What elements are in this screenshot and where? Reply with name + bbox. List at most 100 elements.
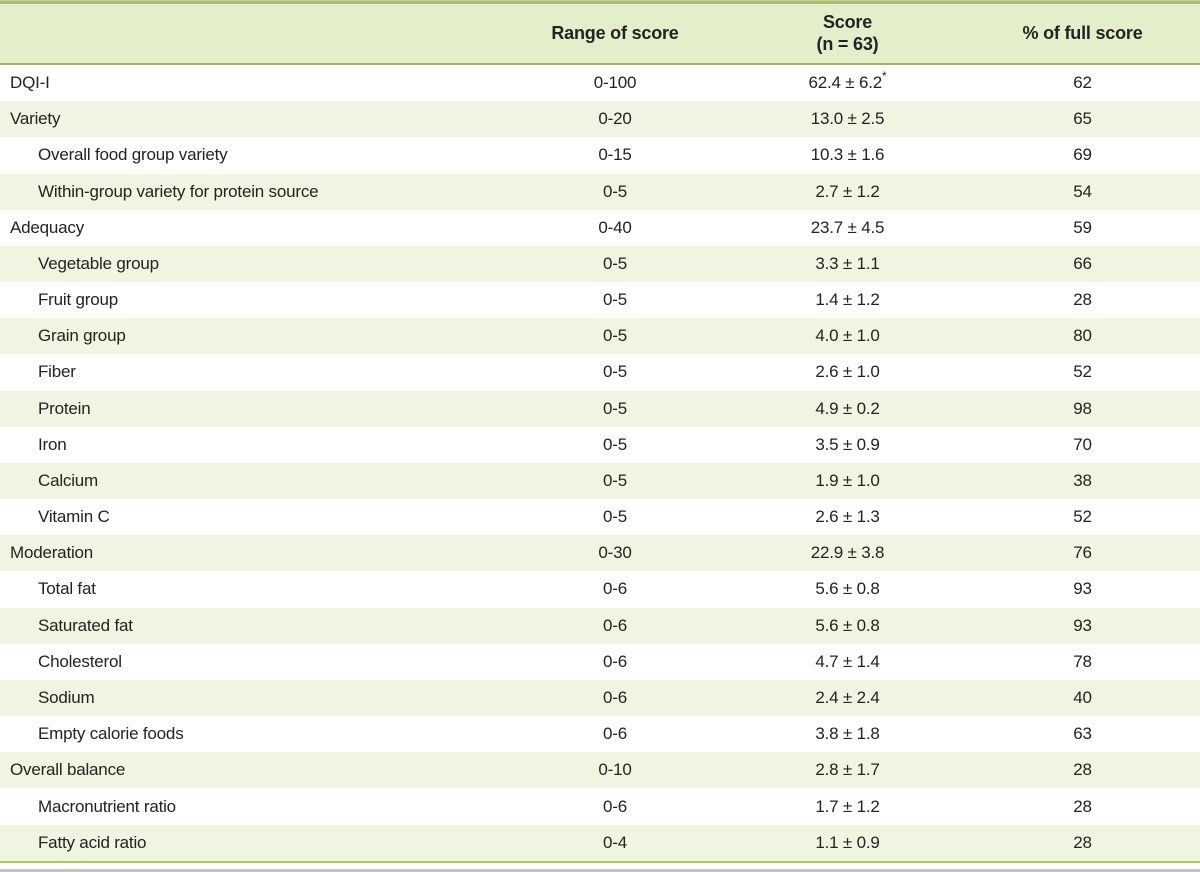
row-score-cell: 1.9 ± 1.0 xyxy=(730,471,965,491)
row-score-value: 3.3 ± 1.1 xyxy=(815,253,880,273)
row-score-value: 3.8 ± 1.8 xyxy=(815,724,880,744)
table-row: Variety 0-20 13.0 ± 2.5 65 xyxy=(0,101,1200,138)
row-label: Fruit group xyxy=(38,290,119,310)
header-divider-line xyxy=(0,63,1200,65)
row-score-cell: 2.4 ± 2.4 xyxy=(730,688,965,708)
table-row: Cholesterol 0-6 4.7 ± 1.4 78 xyxy=(0,643,1200,680)
top-edge-line xyxy=(0,0,1200,1)
row-label: Variety xyxy=(10,109,61,129)
row-label: Macronutrient ratio xyxy=(38,796,176,816)
table-row: Fatty acid ratio 0-4 1.1 ± 0.9 28 xyxy=(0,824,1200,861)
row-range: 0-6 xyxy=(603,579,627,599)
row-percent: 76 xyxy=(1073,543,1092,563)
table-row: Protein 0-5 4.9 ± 0.2 98 xyxy=(0,390,1200,427)
row-score-cell: 62.4 ± 6.2* xyxy=(730,70,965,93)
row-label: Total fat xyxy=(38,579,96,599)
row-label: Vegetable group xyxy=(38,253,159,273)
row-label: Iron xyxy=(38,434,67,454)
row-score-cell: 4.0 ± 1.0 xyxy=(730,326,965,346)
bottom-margin xyxy=(0,863,1200,869)
row-range: 0-6 xyxy=(603,796,627,816)
row-label: Calcium xyxy=(38,470,99,490)
row-percent: 28 xyxy=(1073,290,1092,310)
row-percent: 52 xyxy=(1073,362,1092,382)
row-score-cell: 1.7 ± 1.2 xyxy=(730,797,965,817)
row-percent: 93 xyxy=(1073,615,1092,635)
row-score-value: 22.9 ± 3.8 xyxy=(810,543,885,563)
row-label: Fatty acid ratio xyxy=(38,832,147,852)
table-row: Grain group 0-5 4.0 ± 1.0 80 xyxy=(0,318,1200,355)
row-score-value: 4.0 ± 1.0 xyxy=(815,326,880,346)
row-percent: 28 xyxy=(1073,796,1092,816)
table-row: Fiber 0-5 2.6 ± 1.0 52 xyxy=(0,354,1200,391)
row-score-cell: 4.9 ± 0.2 xyxy=(730,399,965,419)
row-range: 0-5 xyxy=(603,326,627,346)
row-percent: 98 xyxy=(1073,398,1092,418)
table-row: Fruit group 0-5 1.4 ± 1.2 28 xyxy=(0,282,1200,319)
bottom-edge-line xyxy=(0,869,1200,872)
row-label: Protein xyxy=(38,398,91,418)
row-percent: 40 xyxy=(1073,688,1092,707)
row-score-cell: 1.1 ± 0.9 xyxy=(730,833,965,853)
row-score-value: 62.4 ± 6.2 xyxy=(808,73,883,93)
table-bottom-border xyxy=(0,861,1200,863)
row-percent: 54 xyxy=(1073,181,1092,201)
row-range: 0-6 xyxy=(603,688,627,707)
table-row: Within-group variety for protein source … xyxy=(0,173,1200,210)
table-row: Empty calorie foods 0-6 3.8 ± 1.8 63 xyxy=(0,716,1200,753)
row-percent: 69 xyxy=(1073,145,1092,165)
row-range: 0-40 xyxy=(598,217,632,237)
col-header-percent: % of full score xyxy=(1022,23,1143,43)
row-percent: 28 xyxy=(1073,760,1092,780)
row-percent: 80 xyxy=(1073,326,1092,346)
row-label: Fiber xyxy=(38,362,76,382)
row-label: Grain group xyxy=(38,326,126,346)
row-percent: 65 xyxy=(1073,109,1092,129)
row-label: Within-group variety for protein source xyxy=(38,181,319,201)
row-score-cell: 5.6 ± 0.8 xyxy=(730,616,965,636)
row-score-cell: 2.6 ± 1.0 xyxy=(730,362,965,382)
row-score-value: 2.8 ± 1.7 xyxy=(815,760,880,780)
row-score-cell: 23.7 ± 4.5 xyxy=(730,218,965,238)
row-score-cell: 10.3 ± 1.6 xyxy=(730,145,965,165)
row-range: 0-20 xyxy=(598,109,632,129)
row-range: 0-5 xyxy=(603,470,627,490)
row-label: Overall balance xyxy=(10,760,126,780)
col-header-score-n: (n = 63) xyxy=(816,33,879,54)
row-score-value: 1.4 ± 1.2 xyxy=(815,290,880,310)
row-percent: 59 xyxy=(1073,217,1092,237)
row-label: Empty calorie foods xyxy=(38,724,184,744)
row-score-value: 13.0 ± 2.5 xyxy=(810,109,885,129)
row-range: 0-4 xyxy=(603,832,627,852)
row-score-value: 3.5 ± 0.9 xyxy=(815,434,880,454)
row-label: Adequacy xyxy=(10,217,85,237)
row-score-cell: 22.9 ± 3.8 xyxy=(730,543,965,563)
table-header-row: Range of score Score (n = 63) % of full … xyxy=(0,4,1200,63)
row-score-value: 2.4 ± 2.4 xyxy=(815,688,880,707)
row-label: Overall food group variety xyxy=(38,145,228,165)
row-label: Cholesterol xyxy=(38,651,122,671)
row-range: 0-15 xyxy=(598,145,632,165)
col-header-score-title: Score xyxy=(822,11,873,32)
row-score-cell: 2.6 ± 1.3 xyxy=(730,507,965,527)
table-row: Overall balance 0-10 2.8 ± 1.7 28 xyxy=(0,752,1200,789)
row-range: 0-10 xyxy=(598,760,632,780)
table-top-border xyxy=(0,1,1200,4)
row-score-value: 2.6 ± 1.3 xyxy=(815,507,880,527)
table-row: Overall food group variety 0-15 10.3 ± 1… xyxy=(0,137,1200,174)
row-range: 0-5 xyxy=(603,253,627,273)
table-row: Vegetable group 0-5 3.3 ± 1.1 66 xyxy=(0,245,1200,283)
row-label: Vitamin C xyxy=(38,507,110,527)
table-row: DQI-I 0-100 62.4 ± 6.2* 62 xyxy=(0,65,1200,102)
row-score-value: 4.7 ± 1.4 xyxy=(815,651,880,671)
row-score-cell: 1.4 ± 1.2 xyxy=(730,290,965,310)
row-range: 0-5 xyxy=(603,290,627,310)
row-score-note: * xyxy=(882,69,887,84)
row-score-cell: 2.7 ± 1.2 xyxy=(730,182,965,202)
row-score-value: 2.7 ± 1.2 xyxy=(815,181,880,201)
row-range: 0-5 xyxy=(603,362,627,382)
row-range: 0-6 xyxy=(603,724,627,744)
row-score-cell: 13.0 ± 2.5 xyxy=(730,109,965,129)
row-score-cell: 2.8 ± 1.7 xyxy=(730,760,965,780)
